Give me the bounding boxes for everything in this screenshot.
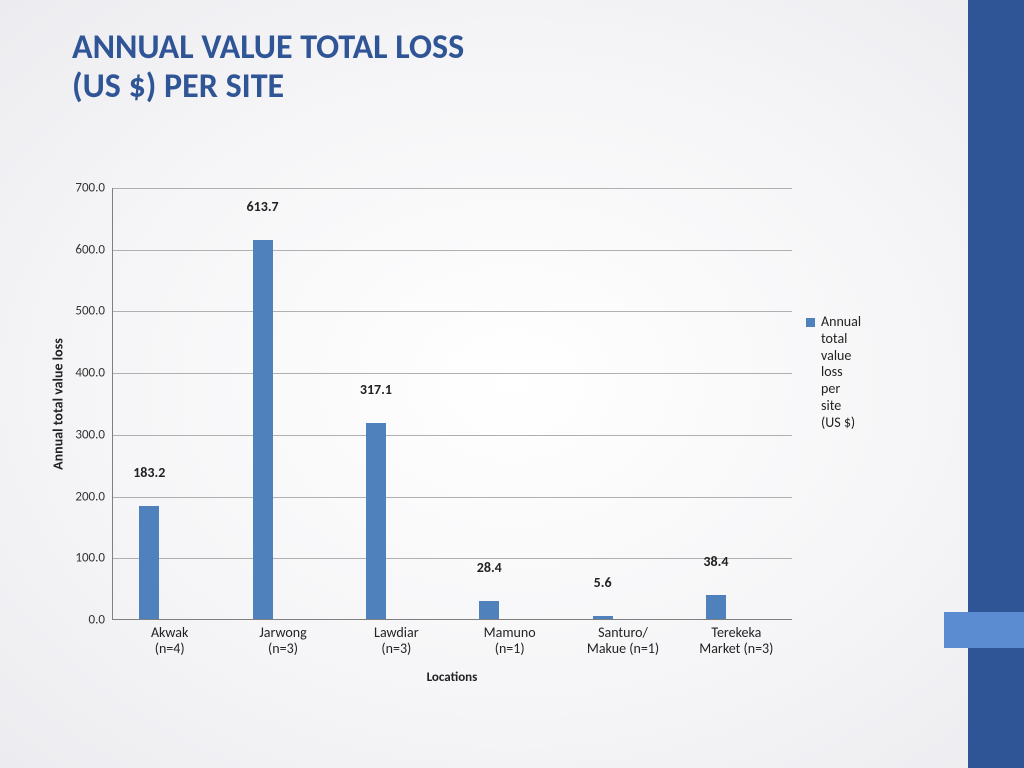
slide-title-line2: (US $) PER SITE xyxy=(72,67,464,106)
legend-marker xyxy=(806,318,815,327)
gridline xyxy=(113,373,792,374)
bar-value-label: 38.4 xyxy=(703,553,728,574)
bar xyxy=(139,506,159,619)
x-tick-label: TerekekaMarket (n=3) xyxy=(699,619,773,657)
x-tick-label: Akwak(n=4) xyxy=(151,619,188,657)
x-tick-label: Santuro/Makue (n=1) xyxy=(587,619,659,657)
legend: Annual total value loss per site (US $) xyxy=(806,314,861,432)
y-tick-label: 400.0 xyxy=(75,366,113,381)
y-tick-label: 700.0 xyxy=(75,181,113,196)
gridline xyxy=(113,311,792,312)
y-tick-label: 600.0 xyxy=(75,242,113,257)
y-tick-label: 200.0 xyxy=(75,489,113,504)
bar-value-label: 183.2 xyxy=(133,464,165,485)
gridline xyxy=(113,250,792,251)
slide-title: ANNUAL VALUE TOTAL LOSS (US $) PER SITE xyxy=(72,28,464,106)
y-axis-title: Annual total value loss xyxy=(50,338,67,470)
bar-value-label: 5.6 xyxy=(594,574,612,595)
y-tick-label: 500.0 xyxy=(75,304,113,319)
x-tick-label: Lawdiar(n=3) xyxy=(374,619,419,657)
bar xyxy=(253,240,273,619)
gridline xyxy=(113,188,792,189)
bar xyxy=(366,423,386,619)
x-tick-label: Mamuno(n=1) xyxy=(484,619,536,657)
x-axis-title: Locations xyxy=(427,670,478,685)
side-band-dark xyxy=(968,0,1024,768)
bar-value-label: 28.4 xyxy=(477,559,502,580)
y-tick-label: 300.0 xyxy=(75,427,113,442)
gridline xyxy=(113,497,792,498)
slide-title-line1: ANNUAL VALUE TOTAL LOSS xyxy=(72,28,464,67)
bar-value-label: 613.7 xyxy=(247,198,279,219)
bar xyxy=(706,595,726,619)
gridline xyxy=(113,435,792,436)
y-tick-label: 0.0 xyxy=(89,613,113,628)
plot-area: 0.0100.0200.0300.0400.0500.0600.0700.018… xyxy=(112,188,792,620)
side-band-light xyxy=(944,612,1024,648)
bar-value-label: 317.1 xyxy=(360,381,392,402)
gridline xyxy=(113,558,792,559)
legend-text: Annual total value loss per site (US $) xyxy=(821,314,861,432)
bar xyxy=(479,601,499,619)
y-tick-label: 100.0 xyxy=(75,551,113,566)
x-tick-label: Jarwong(n=3) xyxy=(259,619,306,657)
